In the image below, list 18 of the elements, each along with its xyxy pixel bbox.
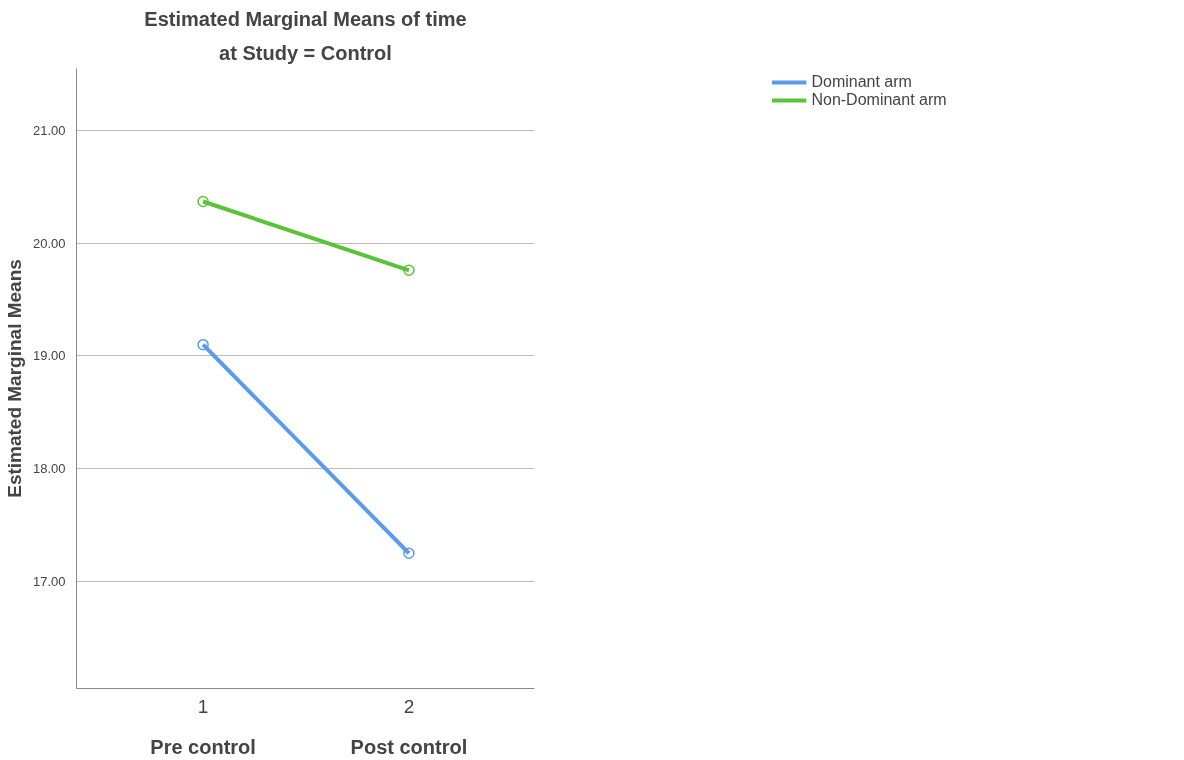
y-tick-label: 19.00	[32, 348, 66, 364]
x-tick-label: 1	[197, 695, 209, 717]
point	[197, 338, 209, 351]
legend-label: Dominant arm	[811, 73, 912, 91]
point	[197, 195, 209, 208]
text: Pre control	[150, 735, 256, 758]
point	[403, 264, 415, 277]
chart-title: Estimated Marginal Means of time	[144, 7, 467, 30]
x-tick-label: 2	[403, 695, 415, 717]
text: Post control	[350, 735, 468, 758]
y-tick-label: 21.00	[32, 123, 66, 138]
chart-subtitle: at Study = Control	[219, 41, 392, 64]
y-tick-label: 18.00	[32, 461, 66, 477]
y-tick-label: 17.00	[32, 573, 66, 589]
y-axis-title: Estimated Marginal Means	[3, 259, 25, 498]
point	[403, 547, 415, 559]
y-tick-label: 20.00	[32, 235, 66, 251]
legend-label: Non-Dominant arm	[811, 91, 947, 109]
